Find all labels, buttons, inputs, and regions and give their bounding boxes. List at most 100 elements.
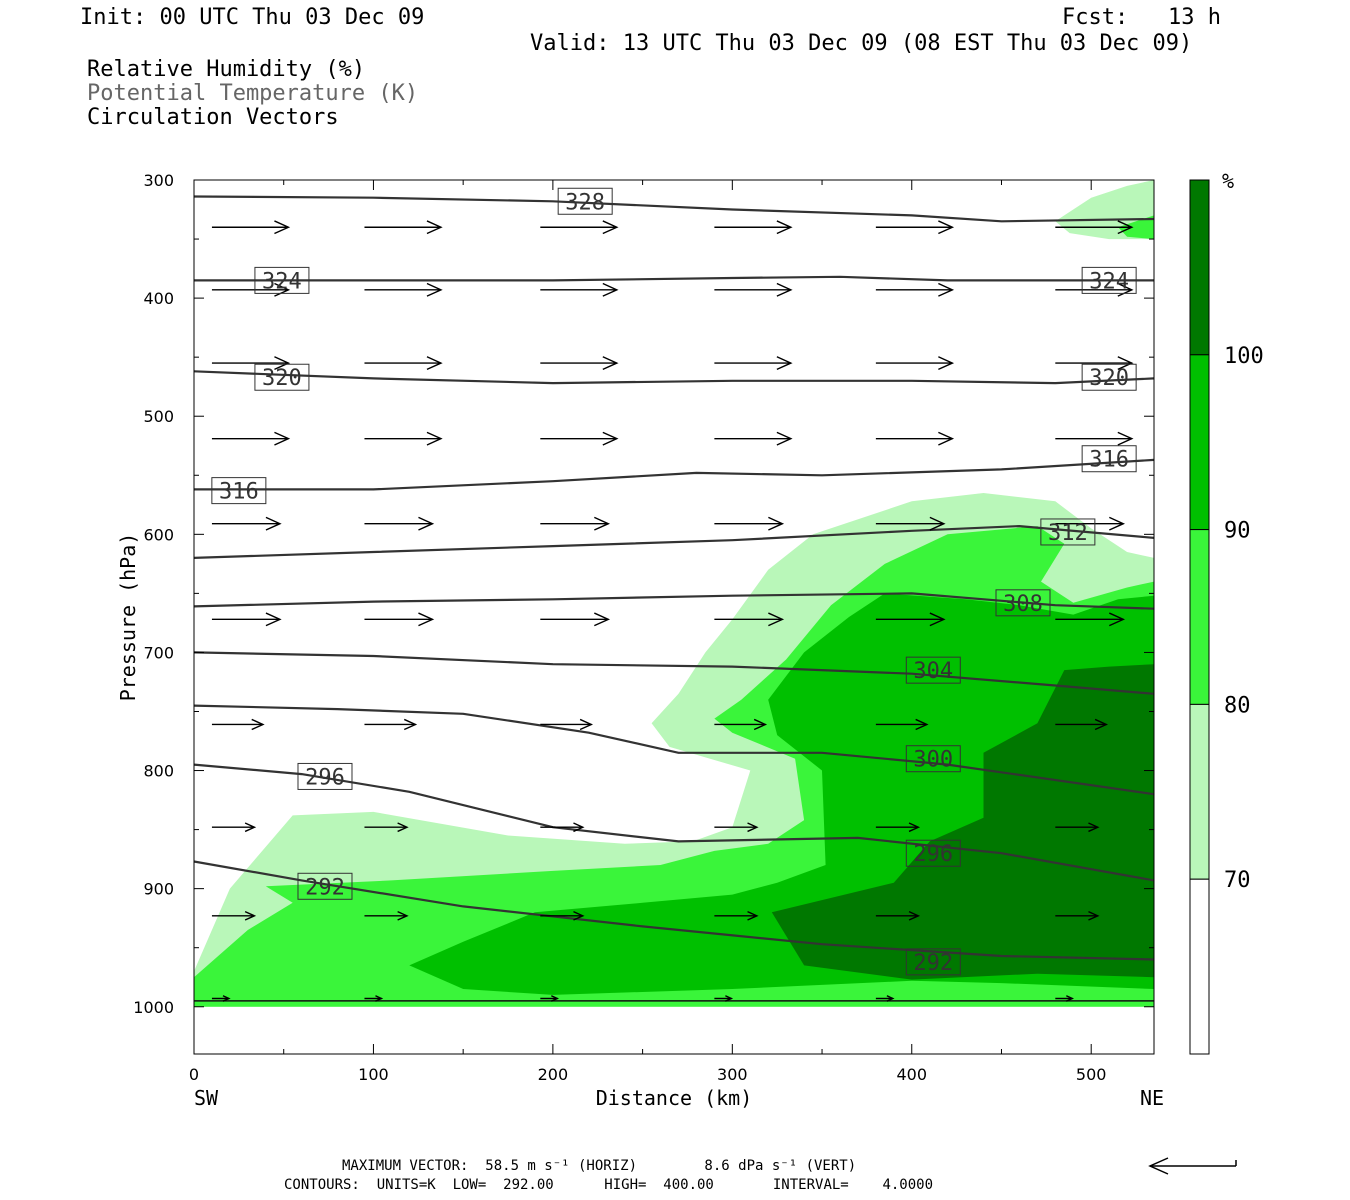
vector-head bbox=[573, 822, 585, 833]
vector-head bbox=[929, 612, 946, 627]
reference-vector bbox=[1148, 1157, 1237, 1175]
vector-arrow bbox=[540, 995, 560, 1002]
vector-head bbox=[594, 516, 611, 531]
contour-label-box bbox=[1081, 266, 1137, 294]
y-tick-label: 700 bbox=[143, 643, 174, 662]
vector-head bbox=[244, 910, 257, 921]
vector-arrow bbox=[714, 822, 759, 833]
vector-head bbox=[776, 356, 793, 371]
vector-arrow bbox=[714, 431, 793, 446]
vector-arrow bbox=[1055, 718, 1109, 731]
vector-arrow bbox=[1055, 516, 1126, 531]
contour-label-text: 296 bbox=[913, 842, 953, 867]
vector-head bbox=[747, 910, 759, 921]
vector-head bbox=[929, 516, 946, 531]
vector-head bbox=[375, 995, 384, 1002]
vector-head bbox=[776, 431, 793, 446]
vector-arrow bbox=[714, 516, 785, 531]
vector-arrow bbox=[714, 220, 793, 235]
colorbar: 100 90 80 70 bbox=[1189, 179, 1264, 1055]
vector-head bbox=[1109, 516, 1126, 531]
vector-arrow bbox=[875, 718, 929, 731]
y-tick-label: 500 bbox=[143, 407, 174, 426]
contour-label-text: 320 bbox=[1089, 366, 1129, 391]
contour-label-text: 328 bbox=[565, 190, 605, 215]
vector-head bbox=[265, 516, 282, 531]
vector-arrow bbox=[211, 356, 291, 371]
vector-head bbox=[1088, 910, 1100, 921]
vector-head bbox=[886, 995, 895, 1002]
vector-head bbox=[274, 356, 291, 371]
vector-head bbox=[403, 718, 418, 731]
vector-arrow bbox=[211, 718, 265, 731]
vector-arrow bbox=[211, 612, 282, 627]
vector-arrow bbox=[364, 356, 443, 371]
vector-arrow bbox=[714, 356, 793, 371]
vector-arrow bbox=[875, 910, 921, 921]
vector-arrow bbox=[211, 220, 291, 235]
contour-label-box bbox=[905, 656, 961, 684]
vector-head bbox=[602, 282, 619, 297]
contour-label-320: 320 bbox=[1081, 363, 1137, 391]
contour-label-text: 296 bbox=[305, 765, 345, 790]
vector-arrow bbox=[364, 822, 409, 833]
vector-arrow bbox=[875, 431, 955, 446]
colorbar-swatch bbox=[1189, 529, 1210, 705]
vector-arrow bbox=[540, 220, 619, 235]
vector-head bbox=[938, 356, 955, 371]
vector-head bbox=[776, 220, 793, 235]
vector-arrow bbox=[875, 822, 921, 833]
vector-head bbox=[1117, 220, 1134, 235]
vector-head bbox=[908, 822, 921, 833]
vector-arrow bbox=[540, 431, 619, 446]
vector-arrow bbox=[1055, 282, 1134, 297]
vector-arrow bbox=[875, 282, 955, 297]
contour-label-box bbox=[297, 872, 353, 900]
contour-label-320: 320 bbox=[254, 363, 310, 391]
contour-label-box bbox=[211, 477, 267, 505]
vector-arrow bbox=[1055, 910, 1100, 921]
vector-head bbox=[573, 910, 585, 921]
vector-arrow bbox=[364, 220, 443, 235]
vector-head bbox=[244, 822, 257, 833]
vector-head bbox=[426, 220, 443, 235]
y-tick-label: 1000 bbox=[133, 998, 174, 1017]
vector-arrow bbox=[1055, 356, 1134, 371]
contour-label-316: 316 bbox=[1081, 445, 1137, 473]
contour-label-text: 292 bbox=[913, 951, 953, 976]
contour-label-box bbox=[1081, 363, 1137, 391]
contour-label-text: 316 bbox=[219, 480, 259, 505]
vector-arrow bbox=[714, 282, 793, 297]
vector-head bbox=[908, 910, 921, 921]
x-tick-label: 400 bbox=[896, 1065, 927, 1084]
rh-region-100 bbox=[771, 664, 1154, 980]
plot-frame bbox=[193, 179, 1155, 1055]
vector-arrow bbox=[540, 516, 611, 531]
contour-label-text: 300 bbox=[913, 748, 953, 773]
vector-head bbox=[602, 431, 619, 446]
theta-contour-292 bbox=[193, 860, 1155, 961]
colorbar-label: 80 bbox=[1224, 693, 1251, 718]
contour-label-text: 292 bbox=[305, 875, 345, 900]
vector-arrow bbox=[875, 612, 946, 627]
colorbar-label: 100 bbox=[1224, 344, 1264, 369]
contour-label-box bbox=[254, 266, 310, 294]
contour-label-box bbox=[905, 839, 961, 867]
theta-contour-300 bbox=[193, 704, 1155, 796]
vector-head bbox=[753, 718, 768, 731]
x-tick-label: 500 bbox=[1076, 1065, 1107, 1084]
contour-label-box bbox=[297, 762, 353, 790]
contour-info: CONTOURS: UNITS=K LOW= 292.00 HIGH= 400.… bbox=[284, 1177, 934, 1193]
vector-arrow bbox=[364, 431, 443, 446]
contour-label-292: 292 bbox=[297, 872, 353, 900]
x-axis-title: Distance (km) bbox=[596, 1086, 753, 1110]
field-rh: Relative Humidity (%) bbox=[87, 57, 366, 82]
theta-contour-324 bbox=[194, 275, 1154, 282]
contour-label-328: 328 bbox=[557, 187, 613, 215]
y-tick-label: 400 bbox=[143, 289, 174, 308]
vector-arrow bbox=[1055, 612, 1126, 627]
vector-arrow bbox=[211, 822, 257, 833]
y-tick-label: 600 bbox=[143, 525, 174, 544]
valid-time: Valid: 13 UTC Thu 03 Dec 09 (08 EST Thu … bbox=[530, 31, 1193, 56]
contour-label-text: 316 bbox=[1089, 448, 1129, 473]
